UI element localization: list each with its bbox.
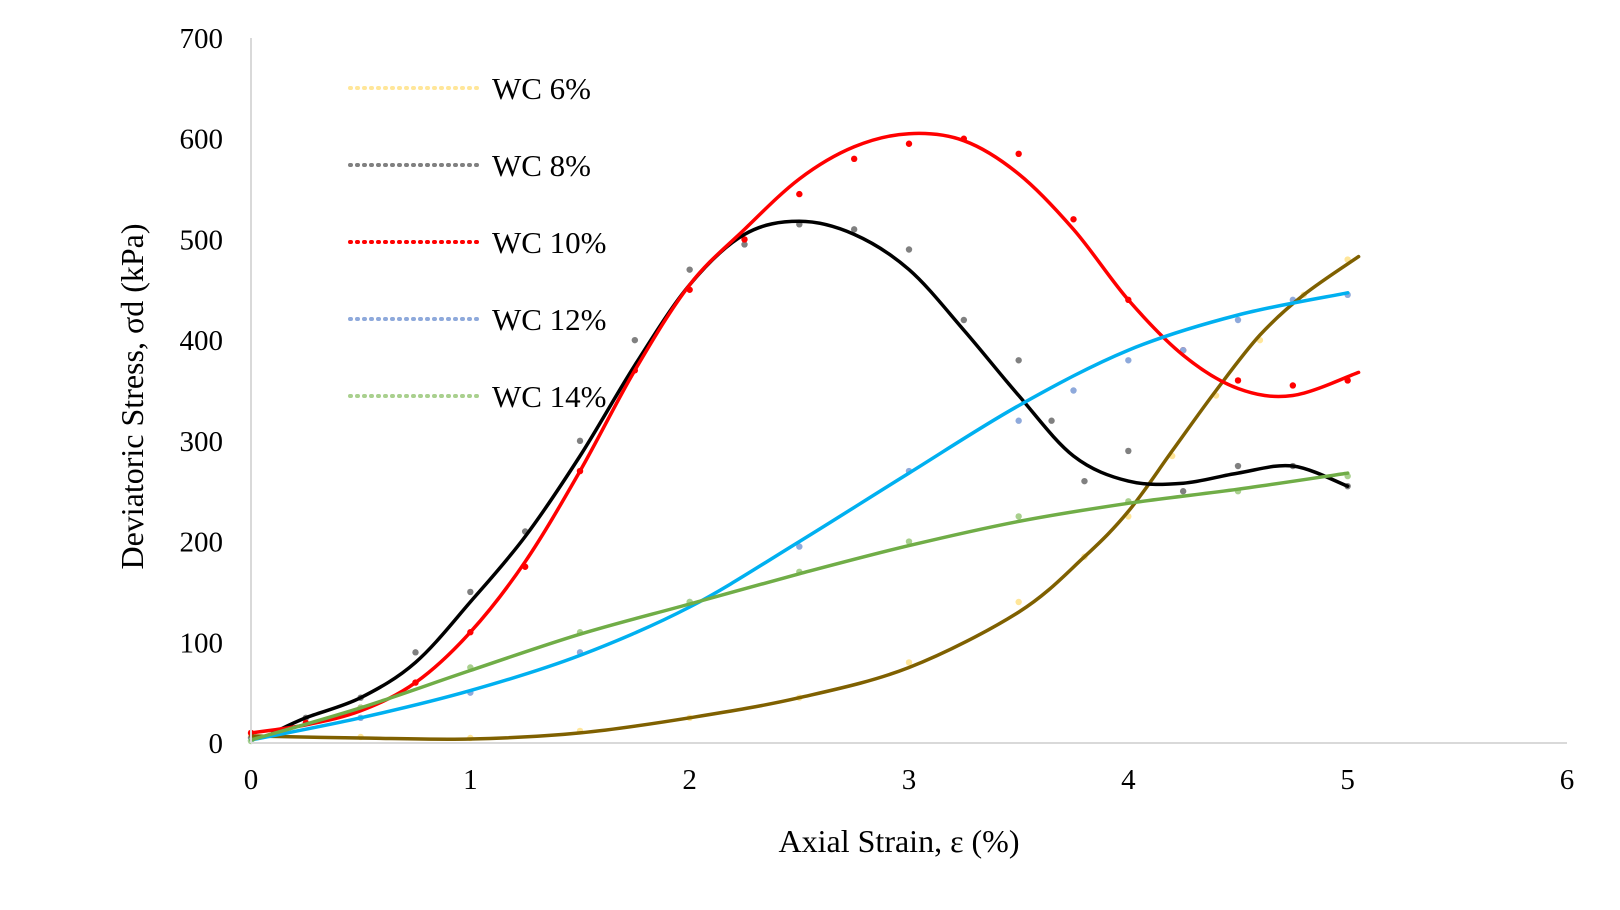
y-tick-label: 0 — [209, 728, 224, 760]
legend-label: WC 12% — [492, 302, 607, 337]
data-point — [960, 316, 968, 324]
y-tick-label: 100 — [180, 627, 224, 659]
data-point — [1048, 417, 1055, 424]
data-point — [1179, 488, 1187, 495]
data-point — [905, 246, 913, 253]
x-tick-labels: 0 1 2 3 4 5 6 — [244, 764, 1575, 796]
x-axis-title: Axial Strain, ε (%) — [779, 823, 1020, 859]
data-point — [1289, 382, 1297, 389]
trendline-4 — [249, 471, 1350, 742]
data-point — [576, 437, 584, 445]
y-tick-label: 600 — [180, 124, 224, 156]
data-point — [1070, 216, 1077, 223]
plot-area — [247, 131, 1361, 745]
data-point — [741, 241, 748, 248]
x-tick-label: 0 — [244, 764, 259, 796]
data-point — [905, 659, 913, 666]
data-point — [905, 140, 913, 147]
trendline-0 — [249, 254, 1361, 741]
y-tick-label: 200 — [180, 527, 224, 559]
series-markers-3 — [247, 291, 1351, 745]
data-point — [796, 543, 803, 550]
y-tick-label: 300 — [180, 426, 224, 458]
legend-label: WC 10% — [492, 225, 607, 260]
trendline-1 — [271, 219, 1350, 735]
y-tick-label: 500 — [180, 224, 224, 256]
trendline-2 — [249, 131, 1361, 735]
data-point — [467, 588, 474, 596]
legend: WC 6% WC 8% WC 10% WC 12% WC 14% — [348, 71, 607, 414]
trendline-3 — [249, 291, 1350, 742]
data-point — [1015, 598, 1022, 606]
y-tick-labels: 0 100 200 300 400 500 600 700 — [180, 23, 224, 760]
x-tick-label: 4 — [1121, 764, 1136, 796]
legend-label: WC 14% — [492, 379, 607, 414]
x-tick-label: 5 — [1340, 764, 1355, 796]
data-point — [1081, 477, 1088, 485]
data-point — [1234, 377, 1242, 384]
series-markers-4 — [247, 472, 1351, 745]
x-tick-label: 2 — [682, 764, 697, 796]
x-tick-label: 6 — [1560, 764, 1575, 796]
data-point — [850, 226, 858, 233]
data-point — [1015, 357, 1022, 364]
data-point — [741, 236, 748, 243]
x-tick-label: 3 — [902, 764, 917, 796]
data-point — [631, 336, 639, 344]
y-tick-label: 400 — [180, 325, 224, 357]
data-point — [1015, 513, 1022, 520]
legend-label: WC 6% — [492, 71, 591, 106]
data-point — [1234, 316, 1242, 324]
data-point — [796, 190, 803, 198]
data-point — [1070, 387, 1077, 394]
data-point — [1234, 462, 1242, 470]
x-tick-label: 1 — [463, 764, 478, 796]
data-point — [1125, 357, 1132, 364]
data-point — [905, 538, 913, 545]
data-point — [686, 266, 693, 273]
data-point — [850, 155, 858, 163]
data-point — [1125, 447, 1132, 455]
y-tick-label: 700 — [180, 23, 224, 55]
data-point — [1015, 417, 1022, 424]
data-point — [412, 649, 419, 656]
y-axis-title: Deviatoric Stress, σd (kPa) — [114, 223, 150, 569]
legend-label: WC 8% — [492, 148, 591, 183]
data-point — [1015, 150, 1022, 158]
